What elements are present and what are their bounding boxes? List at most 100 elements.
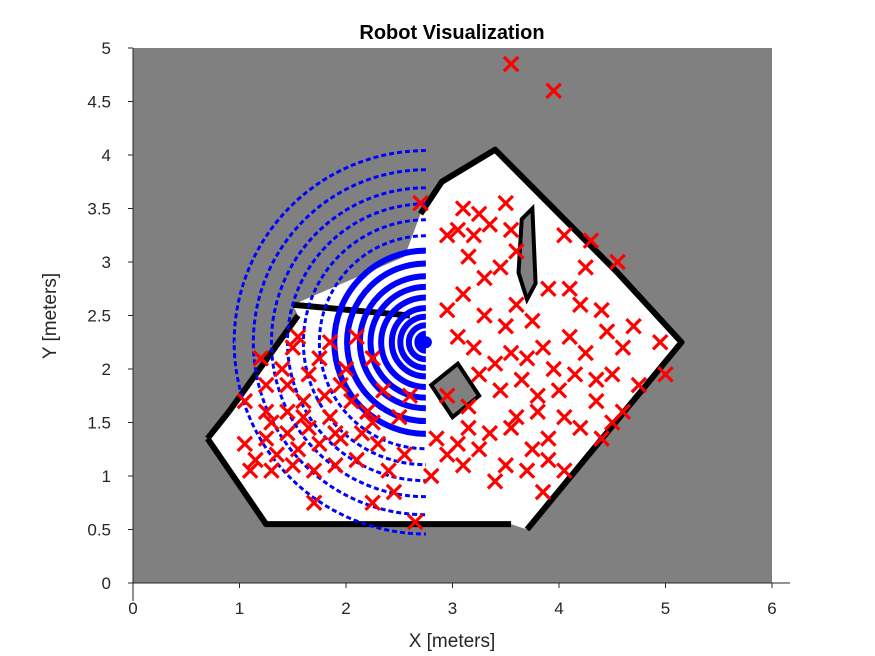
particle-marker <box>593 430 610 447</box>
x-tick-label: 0 <box>128 599 137 618</box>
particle-marker <box>263 462 280 479</box>
y-axis-label: Y [meters] <box>40 273 61 359</box>
particle-marker <box>465 339 483 356</box>
particle-marker <box>529 387 546 405</box>
particle-marker <box>508 296 525 314</box>
plot-area <box>133 48 772 583</box>
particle-marker <box>572 296 589 314</box>
particle-marker <box>460 419 477 437</box>
particle-marker <box>236 392 254 410</box>
x-tick-label: 1 <box>235 599 244 618</box>
particle-marker <box>524 440 541 458</box>
particle-marker <box>614 339 632 356</box>
particle-marker <box>476 307 493 324</box>
particle-marker <box>273 360 291 378</box>
scan-ring <box>388 305 426 380</box>
x-tick-label: 6 <box>767 599 776 618</box>
y-tick-label: 0 <box>102 574 111 593</box>
particle-marker <box>364 350 381 367</box>
particle-marker <box>247 451 264 469</box>
particle-marker <box>518 350 536 367</box>
particle-marker <box>396 446 413 463</box>
particle-marker <box>534 483 552 501</box>
particle-marker <box>545 360 562 378</box>
particle-marker <box>524 312 541 330</box>
x-tick-label: 4 <box>554 599 563 618</box>
particle-marker <box>481 424 499 442</box>
particle-marker <box>630 376 648 394</box>
scan-ring <box>251 168 426 517</box>
particle-marker <box>561 328 578 346</box>
particle-marker <box>295 408 312 426</box>
map-wall <box>205 409 232 441</box>
particle-marker <box>401 387 419 405</box>
particle-marker <box>460 398 477 415</box>
particle-marker <box>465 226 483 244</box>
map-wall <box>418 146 685 532</box>
particle-marker <box>518 462 536 479</box>
y-tick-label: 4 <box>102 146 111 165</box>
particle-marker <box>438 226 456 244</box>
particle-marker <box>470 440 488 458</box>
particle-marker <box>327 424 344 442</box>
particle-marker <box>486 355 504 372</box>
particle-marker <box>588 371 605 388</box>
particle-marker <box>492 382 509 399</box>
particle-marker <box>556 462 573 479</box>
particle-marker <box>497 194 515 212</box>
particle-marker <box>359 403 376 421</box>
map-obstacle <box>516 203 538 305</box>
y-tick-label: 2.5 <box>87 307 111 326</box>
scan-ring <box>232 149 426 536</box>
particle-marker <box>497 457 515 474</box>
y-tick-label: 2 <box>102 360 111 379</box>
particle-marker <box>593 301 610 319</box>
particle-marker <box>438 387 456 405</box>
particle-marker <box>422 467 440 485</box>
particle-marker <box>412 194 429 212</box>
y-tick-label: 4.5 <box>87 93 111 112</box>
particle-cloud <box>236 55 674 531</box>
particle-marker <box>540 280 557 298</box>
particle-marker <box>566 366 584 383</box>
particle-marker <box>321 408 339 426</box>
particle-marker <box>513 371 530 388</box>
scan-ring <box>331 247 426 437</box>
particle-marker <box>556 226 573 244</box>
axes: 0 1 2 3 4 5 6 0 0.5 1 1.5 2 2.5 3 3.5 4 4.5 5 <box>87 39 790 618</box>
robot-marker <box>419 336 432 349</box>
particle-marker <box>577 259 594 276</box>
particle-marker <box>300 366 317 383</box>
particle-marker <box>348 328 365 346</box>
free-space <box>207 149 682 530</box>
particle-marker <box>572 419 589 437</box>
map-wall <box>205 436 512 528</box>
y-tick-label: 1.5 <box>87 414 111 433</box>
particle-marker <box>449 221 467 239</box>
particle-marker <box>502 55 520 73</box>
particle-marker <box>603 366 621 383</box>
particle-marker <box>284 339 302 356</box>
particle-marker <box>454 200 472 217</box>
scan-ring <box>270 186 426 499</box>
particle-marker <box>305 462 323 479</box>
scan-ring <box>317 234 426 451</box>
particle-marker <box>337 360 355 378</box>
particle-marker <box>625 317 642 335</box>
particle-marker <box>438 446 456 463</box>
particle-marker <box>561 280 578 298</box>
particle-marker <box>295 392 312 410</box>
particle-marker <box>348 451 365 469</box>
particle-marker <box>651 333 669 351</box>
particle-marker <box>460 248 477 265</box>
particle-marker <box>502 221 520 239</box>
particle-marker <box>438 301 456 319</box>
particle-marker <box>588 392 605 410</box>
particle-marker <box>486 473 504 490</box>
particle-marker <box>263 414 280 431</box>
particle-marker <box>279 376 296 394</box>
particle-marker <box>332 376 349 394</box>
scan-ring <box>405 322 427 363</box>
x-tick-label: 5 <box>661 599 670 618</box>
